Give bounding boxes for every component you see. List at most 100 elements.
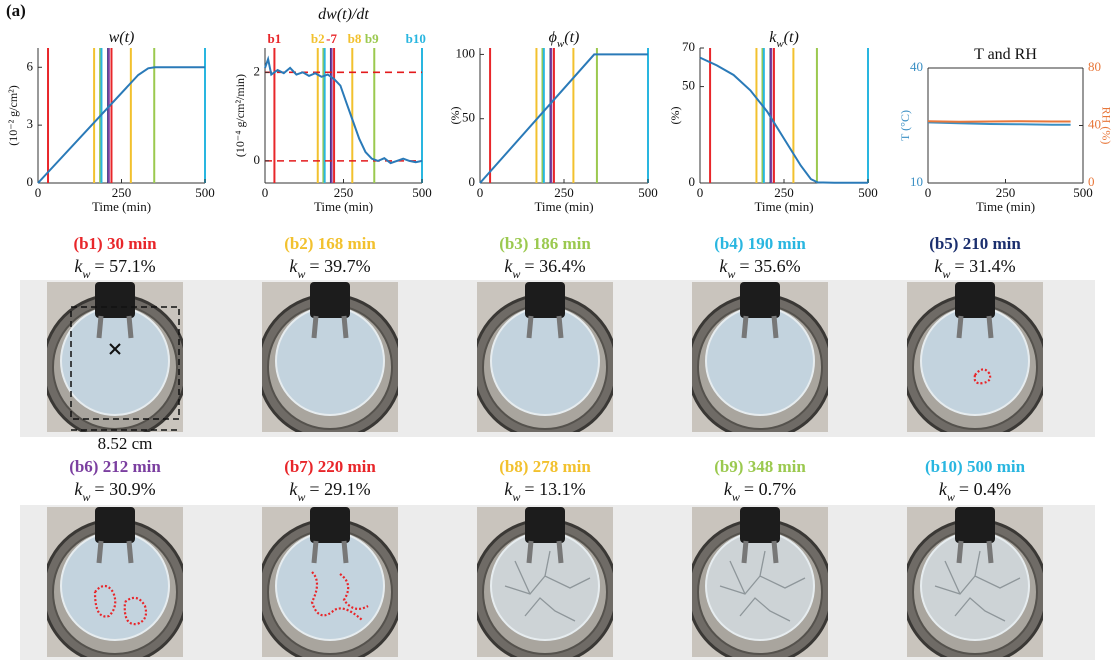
photo-content	[258, 282, 402, 439]
y2-tick-label: 80	[1088, 59, 1101, 74]
probe-pin	[314, 316, 316, 338]
photo-content	[688, 507, 832, 663]
probe-pin	[314, 541, 316, 563]
y-tick-label: 0	[27, 174, 34, 189]
kw-subscript: w	[942, 267, 950, 281]
probe-pin	[989, 316, 991, 338]
chart-title: kw(t)	[769, 29, 799, 50]
panel-title: (b4) 190 min	[714, 234, 806, 253]
x-axis-label: Time (min)	[976, 199, 1035, 214]
x-axis-label: Time (min)	[754, 199, 813, 214]
photo-content	[473, 282, 617, 439]
y-tick-label: 70	[682, 39, 695, 54]
photo-content	[688, 282, 832, 439]
x-tick-label: 0	[35, 185, 42, 200]
kw-subscript: w	[82, 490, 90, 504]
y-axis-label: (%)	[448, 107, 462, 125]
panel-title: (b8) 278 min	[499, 457, 591, 476]
chart-title: T and RH	[974, 46, 1037, 63]
panel-kw: kw= 39.7%	[289, 256, 370, 281]
probe	[310, 507, 350, 543]
kw-value: = 0.4%	[959, 479, 1011, 499]
y-axis-label: (10⁻² g/cm²)	[6, 85, 20, 146]
photo	[473, 507, 617, 663]
kw-subscript: w	[727, 267, 735, 281]
series-line	[700, 58, 868, 183]
x-tick-label: 250	[112, 185, 132, 200]
kw-value: = 39.7%	[309, 256, 370, 276]
probe-pin	[744, 541, 746, 563]
photo-content	[43, 507, 187, 663]
sample-disk	[491, 532, 599, 640]
probe-pin	[959, 541, 961, 563]
probe	[95, 282, 135, 318]
probe-pin	[99, 316, 101, 338]
x-tick-label: 0	[925, 185, 932, 200]
kw-value: = 31.4%	[954, 256, 1015, 276]
x-tick-label: 250	[996, 185, 1016, 200]
x-tick-label: 250	[554, 185, 574, 200]
series-line	[480, 54, 648, 183]
panel-kw: kw= 0.4%	[939, 479, 1011, 504]
y-axis-label: T (°C)	[898, 110, 912, 141]
series-line	[265, 59, 422, 163]
sample-disk	[61, 307, 169, 415]
y-axis-label: (%)	[668, 107, 682, 125]
photo	[903, 507, 1047, 663]
series-line	[928, 121, 1071, 122]
x-axis-label: Time (min)	[314, 199, 373, 214]
probe	[955, 507, 995, 543]
probe-pin	[774, 316, 776, 338]
chart-title: w(t)	[109, 29, 135, 46]
y2-tick-label: 40	[1088, 116, 1101, 131]
kw-subscript: w	[82, 267, 90, 281]
marker-label: b1	[268, 31, 282, 46]
y-tick-label: 6	[27, 58, 34, 73]
kw-subscript: w	[512, 490, 520, 504]
marker-label: b2	[311, 31, 325, 46]
panel-kw: kw= 30.9%	[74, 479, 155, 504]
figure-label: (a)	[6, 1, 26, 20]
y-tick-label: 0	[469, 174, 476, 189]
y-tick-label: 3	[27, 116, 34, 131]
y-tick-label: 0	[689, 174, 696, 189]
title-part: dw(t)/dt	[318, 6, 369, 23]
kw-value: = 35.6%	[739, 256, 800, 276]
x-tick-label: 0	[697, 185, 704, 200]
marker-label: -7	[326, 31, 337, 46]
figure: (a) w(t)0250500036Time (min)(10⁻² g/cm²)…	[0, 0, 1115, 663]
photo-content	[43, 282, 187, 439]
title-part: T and RH	[974, 46, 1037, 63]
series-line	[928, 122, 1071, 124]
probe-pin	[529, 316, 531, 338]
sample-disk	[921, 532, 1029, 640]
panel-kw: kw= 35.6%	[719, 256, 800, 281]
x-tick-label: 0	[477, 185, 484, 200]
kw-value: = 13.1%	[524, 479, 585, 499]
x-tick-label: 500	[858, 185, 878, 200]
panel-kw: kw= 0.7%	[724, 479, 796, 504]
photo	[473, 282, 617, 439]
photo	[43, 507, 187, 663]
kw-subscript: w	[732, 490, 740, 504]
panel-title: (b2) 168 min	[284, 234, 376, 253]
marker-label: b8	[348, 31, 362, 46]
kw-subscript: w	[947, 490, 955, 504]
y-tick-label: 50	[462, 110, 475, 125]
probe-pin	[774, 541, 776, 563]
x-tick-label: 500	[195, 185, 215, 200]
panel-kw: kw= 57.1%	[74, 256, 155, 281]
y2-tick-label: 0	[1088, 174, 1095, 189]
probe	[525, 507, 565, 543]
kw-value: = 57.1%	[94, 256, 155, 276]
probe-pin	[129, 316, 131, 338]
sample-disk	[491, 307, 599, 415]
photo-content	[473, 507, 617, 663]
y-tick-label: 10	[910, 174, 923, 189]
probe	[955, 282, 995, 318]
probe	[740, 282, 780, 318]
chart-title: dw(t)/dt	[318, 6, 369, 23]
x-tick-label: 500	[412, 185, 432, 200]
photo-content	[903, 282, 1047, 439]
panel-title: (b7) 220 min	[284, 457, 376, 476]
